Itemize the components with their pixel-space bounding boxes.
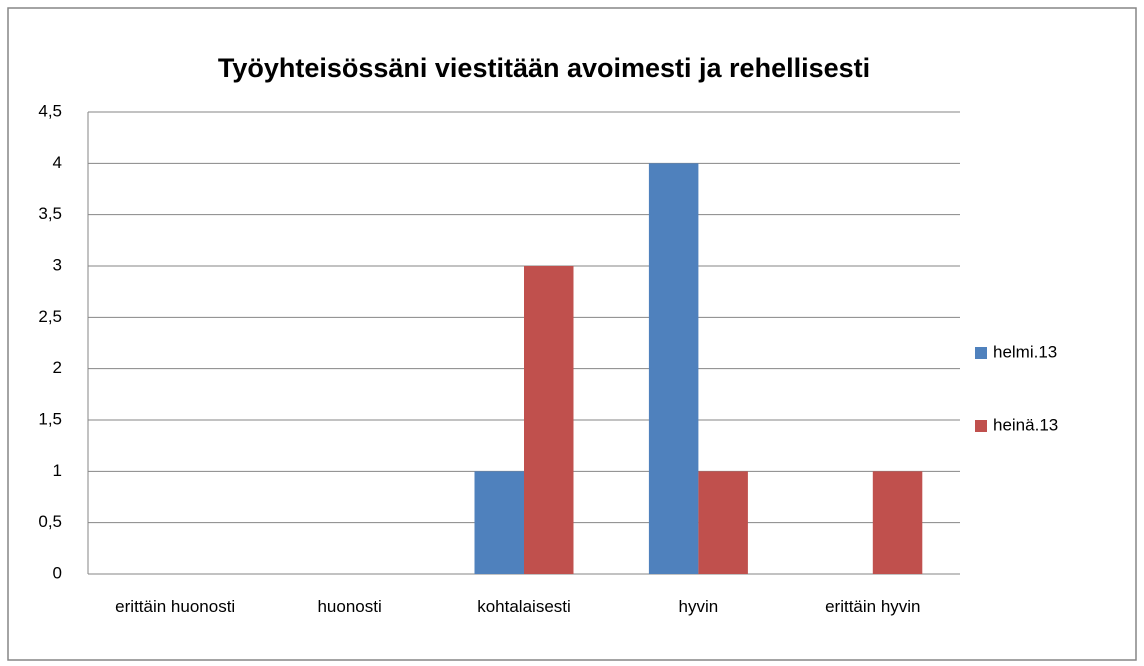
x-tick-label: erittäin hyvin <box>825 597 921 616</box>
y-tick-label: 2,5 <box>38 307 62 326</box>
legend-swatch <box>975 347 987 359</box>
bar <box>872 471 923 574</box>
bar <box>474 471 524 574</box>
x-tick-label: hyvin <box>678 597 719 616</box>
legend-label: helmi.13 <box>993 342 1057 361</box>
y-tick-label: 4 <box>53 153 62 172</box>
x-tick-label: erittäin huonosti <box>115 597 236 616</box>
legend-swatch <box>975 420 987 432</box>
x-tick-label: kohtalaisesti <box>477 597 571 616</box>
y-tick-label: 1 <box>53 461 62 480</box>
y-tick-label: 2 <box>53 358 62 377</box>
y-tick-label: 0,5 <box>38 512 62 531</box>
bar <box>698 471 748 574</box>
legend-label: heinä.13 <box>993 415 1058 434</box>
y-tick-label: 1,5 <box>38 409 62 428</box>
chart-title: Työyhteisössäni viestitään avoimesti ja … <box>218 53 870 83</box>
x-tick-label: huonosti <box>317 597 382 616</box>
y-tick-label: 3 <box>53 255 62 274</box>
y-tick-label: 3,5 <box>38 204 62 223</box>
y-tick-label: 4,5 <box>38 101 62 120</box>
bar <box>524 266 574 574</box>
bar <box>648 163 699 575</box>
y-tick-label: 0 <box>53 563 62 582</box>
